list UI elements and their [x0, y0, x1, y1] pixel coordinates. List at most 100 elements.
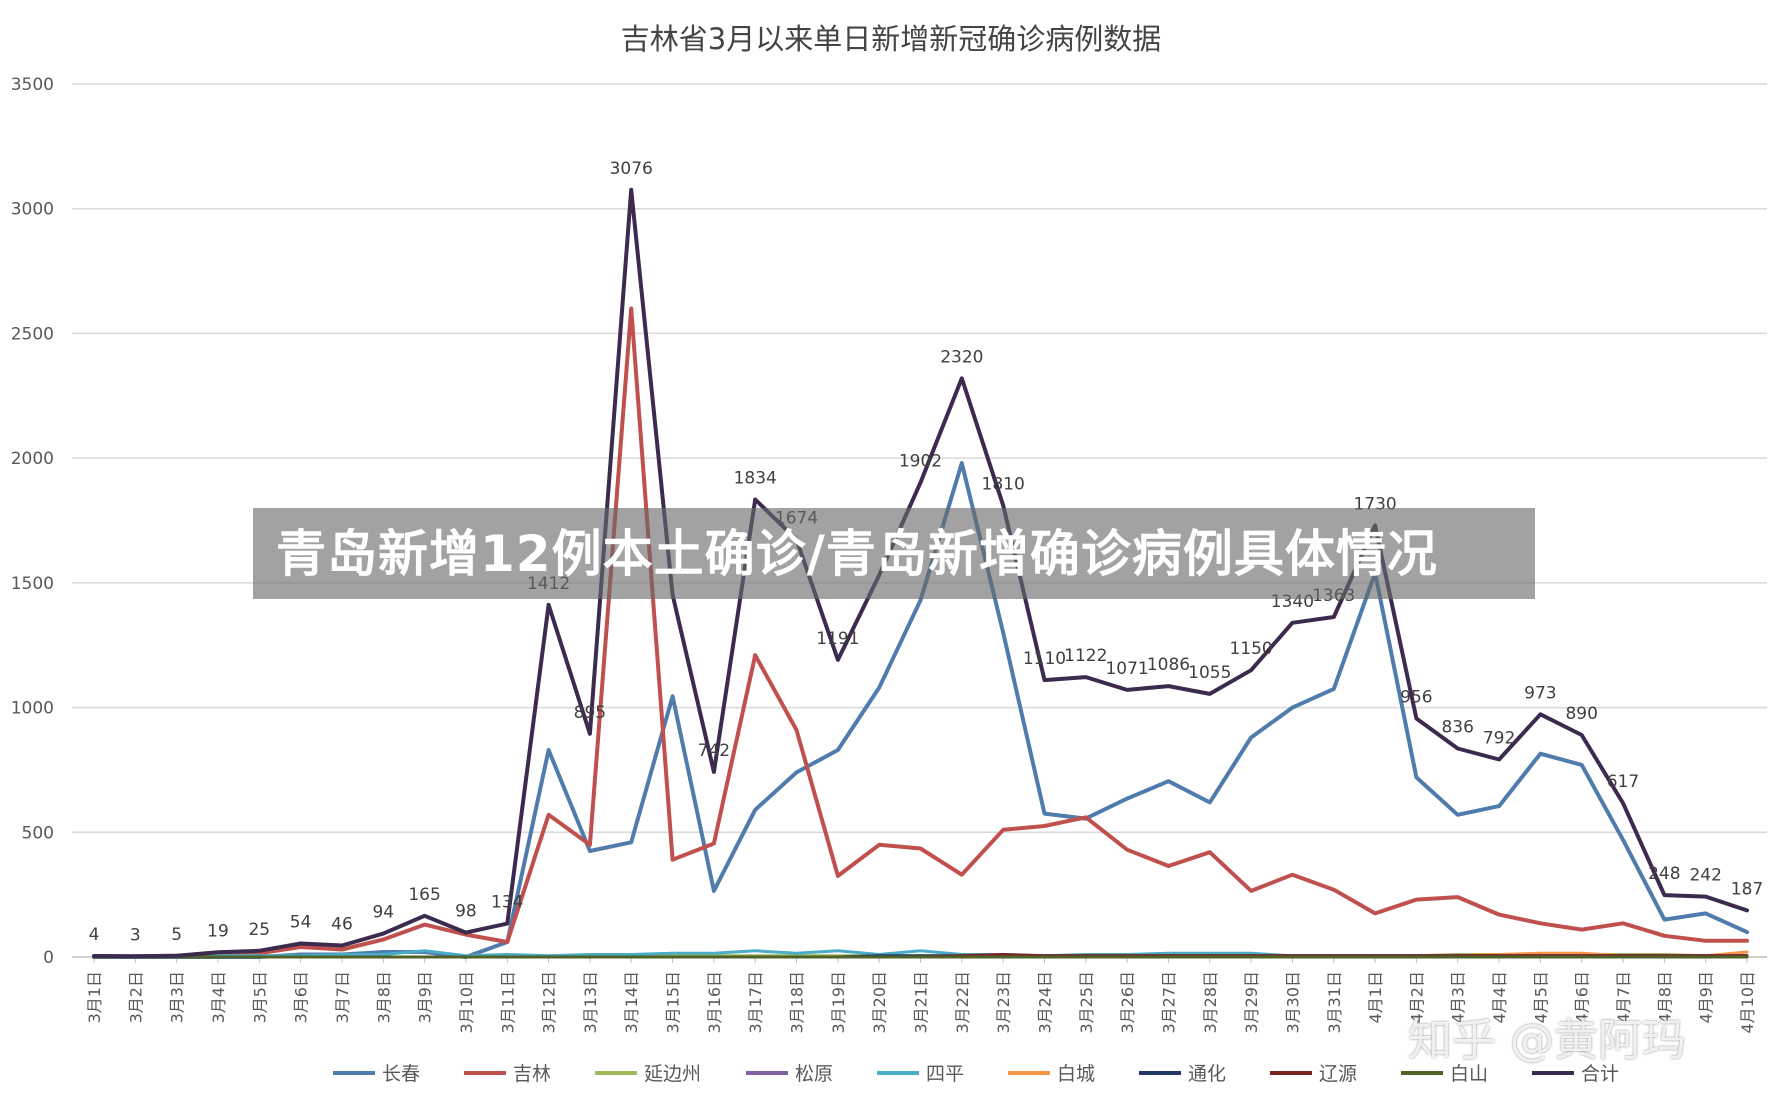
legend-label: 延边州: [644, 1063, 701, 1085]
x-tick-label: 3月15日: [664, 971, 683, 1034]
x-tick-label: 3月5日: [250, 971, 269, 1023]
x-tick-label: 3月14日: [622, 971, 641, 1034]
x-tick-label: 3月17日: [746, 971, 765, 1034]
x-axis-ticks: 3月1日 3月2日 3月3日 3月4日 3月5日 3月6日 3月7日 3月8日 3月9日 3月10…: [85, 957, 1757, 1034]
data-label: 742: [698, 741, 730, 761]
data-label: 3: [130, 925, 141, 945]
legend-label: 四平: [926, 1063, 964, 1085]
data-label: 19: [207, 921, 229, 941]
x-tick-label: 4月7日: [1614, 971, 1633, 1023]
x-tick-label: 3月20日: [870, 971, 889, 1034]
x-tick-label: 3月24日: [1035, 971, 1054, 1034]
legend-label: 辽源: [1319, 1063, 1357, 1085]
data-label: 1122: [1064, 646, 1107, 666]
x-tick-label: 3月9日: [416, 971, 435, 1023]
x-tick-label: 3月12日: [540, 971, 559, 1034]
data-label: 1810: [982, 475, 1025, 495]
y-tick-label: 1500: [11, 574, 54, 594]
y-tick-label: 2500: [11, 324, 54, 344]
legend: 长春 吉林 延边州 松原 四平 白城 通化 辽源 白山 合计: [333, 1063, 1619, 1085]
x-tick-label: 3月21日: [912, 971, 931, 1034]
legend-label: 白山: [1450, 1063, 1488, 1085]
data-label: 1902: [899, 452, 942, 472]
x-tick-label: 3月22日: [953, 971, 972, 1034]
series-line-9: [92, 187, 1749, 959]
data-label: 46: [331, 915, 353, 935]
data-label: 98: [455, 902, 477, 922]
data-label: 3076: [610, 159, 653, 179]
y-tick-label: 3500: [11, 75, 54, 95]
data-label: 836: [1441, 717, 1473, 737]
data-label: 25: [248, 920, 270, 940]
data-label: 895: [574, 703, 606, 723]
data-label: 1150: [1229, 639, 1272, 659]
data-label: 5: [171, 925, 182, 945]
x-tick-label: 3月8日: [374, 971, 393, 1023]
x-tick-label: 3月13日: [581, 971, 600, 1034]
x-tick-label: 4月2日: [1407, 971, 1426, 1023]
x-tick-label: 3月6日: [292, 971, 311, 1023]
x-tick-label: 3月1日: [85, 971, 104, 1023]
y-tick-label: 0: [43, 948, 54, 968]
data-label: 1834: [734, 469, 777, 489]
data-label: 54: [290, 913, 312, 933]
chart-title: 吉林省3月以来单日新增新冠确诊病例数据: [620, 22, 1162, 56]
x-tick-label: 4月5日: [1531, 971, 1550, 1023]
x-tick-label: 3月3日: [168, 971, 187, 1023]
x-tick-label: 3月25日: [1077, 971, 1096, 1034]
data-label: 134: [491, 893, 523, 913]
data-label: 165: [408, 885, 440, 905]
legend-label: 白城: [1057, 1063, 1095, 1085]
data-label: 1055: [1188, 663, 1231, 683]
series-lines: [92, 187, 1749, 959]
x-tick-label: 3月27日: [1159, 971, 1178, 1034]
data-label: 890: [1565, 704, 1597, 724]
y-tick-label: 1000: [11, 699, 54, 719]
data-label: 973: [1524, 683, 1556, 703]
legend-label: 通化: [1188, 1063, 1226, 1085]
x-tick-label: 3月30日: [1283, 971, 1302, 1034]
x-tick-label: 3月18日: [788, 971, 807, 1034]
x-tick-label: 3月11日: [498, 971, 517, 1034]
x-tick-label: 3月28日: [1201, 971, 1220, 1034]
data-label: 1071: [1105, 659, 1148, 679]
y-axis-ticks: 0 500 1000 1500 2000 2500 3000 3500: [11, 75, 54, 968]
x-tick-label: 4月6日: [1573, 971, 1592, 1023]
watermark: 知乎 @黄阿玛: [1408, 1015, 1686, 1066]
x-tick-label: 4月10日: [1738, 971, 1757, 1034]
x-tick-label: 3月4日: [209, 971, 228, 1023]
data-label: 94: [372, 903, 394, 923]
legend-label: 吉林: [513, 1063, 551, 1085]
x-tick-label: 3月23日: [994, 971, 1013, 1034]
x-tick-label: 4月3日: [1449, 971, 1468, 1023]
data-label: 956: [1400, 688, 1432, 708]
y-tick-label: 3000: [11, 200, 54, 220]
x-tick-label: 4月1日: [1366, 971, 1385, 1023]
x-tick-label: 3月10日: [457, 971, 476, 1034]
data-label: 1086: [1147, 655, 1190, 675]
x-tick-label: 4月9日: [1697, 971, 1716, 1023]
x-tick-label: 3月2日: [126, 971, 145, 1023]
x-tick-label: 4月8日: [1655, 971, 1674, 1023]
legend-label: 松原: [795, 1063, 833, 1085]
x-tick-label: 3月16日: [705, 971, 724, 1034]
data-label: 1110: [1023, 649, 1066, 669]
x-tick-label: 3月26日: [1118, 971, 1137, 1034]
data-label: 792: [1483, 728, 1515, 748]
data-label: 1191: [816, 629, 859, 649]
series-line-1: [92, 306, 1749, 959]
data-label: 617: [1607, 772, 1639, 792]
x-tick-label: 3月7日: [333, 971, 352, 1023]
data-label: 2320: [940, 347, 983, 367]
data-labels: 4351925544694165981341412895307674218341…: [89, 159, 1764, 945]
data-label: 4: [89, 925, 100, 945]
data-label: 248: [1648, 864, 1680, 884]
series-line-0: [92, 461, 1749, 959]
x-tick-label: 4月4日: [1490, 971, 1509, 1023]
y-tick-label: 500: [22, 823, 54, 843]
legend-label: 长春: [382, 1063, 420, 1085]
overlay-banner: [253, 508, 1535, 599]
x-tick-label: 3月31日: [1325, 971, 1344, 1034]
data-label: 187: [1731, 879, 1763, 899]
